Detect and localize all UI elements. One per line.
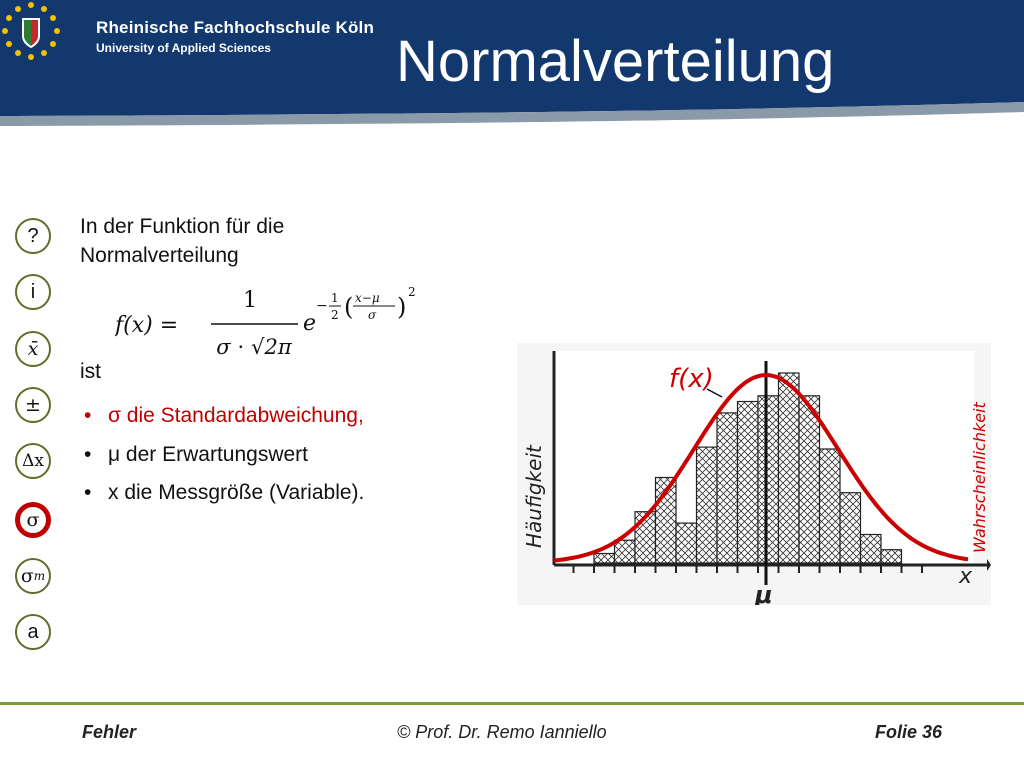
normal-distribution-formula: 𝑓(𝑥) = 1 𝜎 ⋅ √2𝜋 𝑒 − 1 2 ( 𝑥−μ 𝜎 ) 2 bbox=[115, 285, 416, 359]
nav-sigma-m-subscript: m bbox=[33, 569, 46, 583]
histogram-bar bbox=[695, 446, 718, 564]
histogram-bar bbox=[675, 522, 698, 564]
footer-slide-label: Folie 36 bbox=[875, 722, 942, 743]
svg-text:𝜎: 𝜎 bbox=[368, 308, 377, 322]
curve-label: f(x) bbox=[669, 364, 714, 394]
bullet-x: • x die Messgröße (Variable). bbox=[84, 481, 364, 505]
histogram-bar bbox=[593, 552, 616, 564]
formula-exponent: − 1 2 ( 𝑥−μ 𝜎 ) 2 bbox=[316, 285, 416, 322]
histogram-bar bbox=[716, 412, 739, 564]
nav-sigma-button[interactable]: σ bbox=[15, 502, 51, 538]
histogram-bar bbox=[798, 395, 821, 564]
histogram-bar bbox=[880, 549, 903, 564]
formula-lhs: 𝑓(𝑥) = bbox=[115, 313, 178, 338]
logo-icon bbox=[2, 2, 60, 60]
school-name: Rheinische Fachhochschule Köln bbox=[96, 18, 375, 37]
bullet-mu: • μ der Erwartungswert bbox=[84, 443, 308, 467]
formula-denominator: 𝜎 ⋅ √2𝜋 bbox=[216, 335, 293, 359]
y-axis-label-left: Häufigkeit bbox=[522, 444, 546, 548]
formula-base: 𝑒 bbox=[303, 311, 316, 336]
histogram-bar bbox=[818, 448, 841, 564]
footer-slide-number: 36 bbox=[922, 722, 943, 742]
formula-numerator: 1 bbox=[243, 288, 257, 313]
histogram-figure: f(x) Häufigkeit Wahrscheinlichkeit x μ bbox=[517, 343, 991, 605]
footer-author: © Prof. Dr. Remo Ianniello bbox=[397, 722, 607, 742]
school-subtitle: University of Applied Sciences bbox=[96, 41, 271, 55]
header-banner: Rheinische Fachhochschule Köln Universit… bbox=[0, 0, 1024, 135]
histogram-bar bbox=[859, 533, 882, 564]
histogram-bar bbox=[613, 539, 636, 564]
nav-plus-minus-button[interactable]: ± bbox=[15, 387, 51, 423]
bullet-dot: • bbox=[84, 404, 92, 427]
histogram-bar bbox=[736, 400, 759, 564]
histogram-bar bbox=[777, 372, 800, 564]
mean-label: μ bbox=[754, 581, 773, 605]
svg-text:1: 1 bbox=[331, 291, 339, 305]
bullet-x-text: x die Messgröße (Variable). bbox=[108, 481, 365, 504]
svg-text:𝑥−μ: 𝑥−μ bbox=[355, 291, 380, 305]
histogram-bar bbox=[839, 492, 862, 564]
bullet-sigma: • σ die Standardabweichung, bbox=[84, 404, 364, 428]
nav-a-button[interactable]: a bbox=[15, 614, 51, 650]
nav-sigma-m-symbol: σ bbox=[20, 565, 34, 587]
bullet-sigma-text: σ die Standardabweichung, bbox=[108, 404, 364, 427]
svg-text:): ) bbox=[397, 293, 406, 321]
svg-text:(: ( bbox=[344, 293, 353, 321]
nav-info-button[interactable]: i bbox=[15, 274, 51, 310]
histogram-bar bbox=[757, 395, 780, 564]
ist-text: ist bbox=[80, 360, 101, 383]
svg-text:2: 2 bbox=[331, 308, 339, 322]
nav-help-button[interactable]: ? bbox=[15, 218, 51, 254]
svg-text:2: 2 bbox=[408, 285, 416, 299]
bullet-dot: • bbox=[84, 481, 92, 504]
intro-text: In der Funktion für die Normalverteilung bbox=[80, 215, 285, 267]
bullet-dot: • bbox=[84, 443, 92, 466]
density-curve bbox=[553, 372, 969, 563]
footer-topic: Fehler bbox=[82, 722, 137, 742]
page-title: Normalverteilung bbox=[396, 29, 835, 94]
curve-label-pointer bbox=[706, 388, 723, 398]
nav-mean-button[interactable]: x̄ bbox=[15, 331, 51, 367]
bullet-mu-text: μ der Erwartungswert bbox=[108, 443, 309, 466]
x-axis-label: x bbox=[958, 564, 973, 589]
footer-slide-word: Folie bbox=[875, 722, 918, 742]
nav-delta-x-button[interactable]: Δx bbox=[15, 443, 51, 479]
footer-divider bbox=[0, 702, 1024, 705]
histogram-chart: f(x) Häufigkeit Wahrscheinlichkeit x μ bbox=[522, 351, 991, 605]
banner-shape bbox=[0, 0, 1024, 126]
svg-text:−: − bbox=[316, 298, 328, 314]
y-axis-label-right: Wahrscheinlichkeit bbox=[970, 401, 989, 553]
